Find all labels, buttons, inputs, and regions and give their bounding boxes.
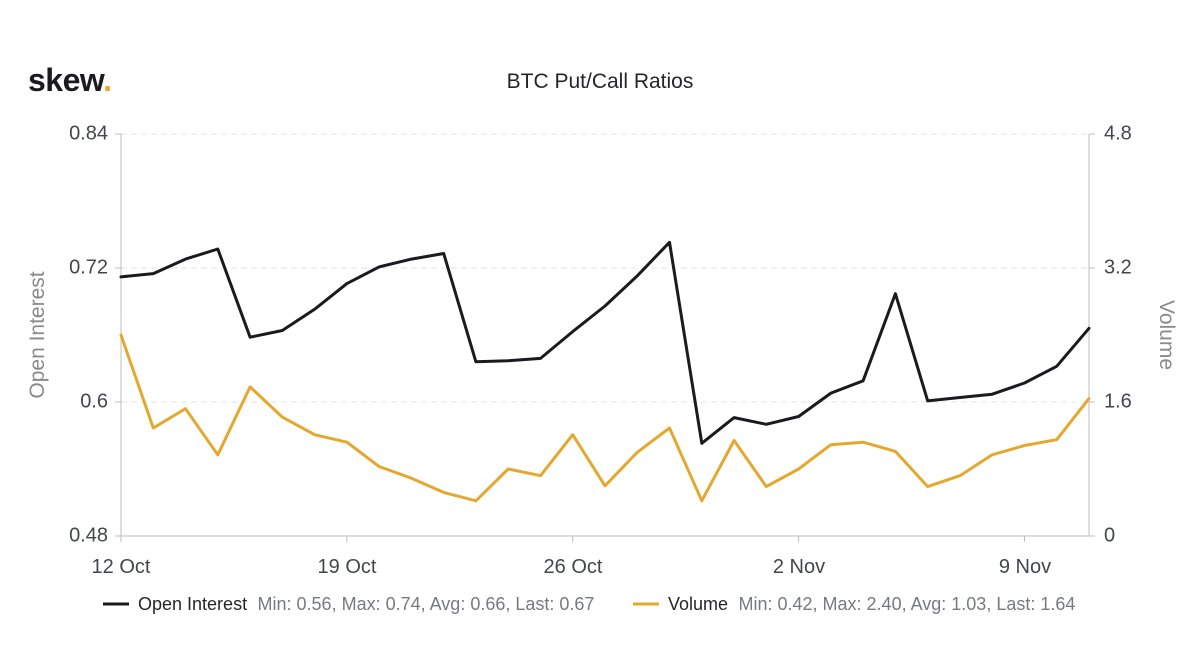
left-tick-label: 0.84 (69, 122, 108, 144)
left-axis-ticks: 0.48 0.6 0.72 0.84 (69, 122, 108, 546)
right-axis-ticks: 0 1.6 3.2 4.8 (1104, 122, 1132, 546)
left-axis-title: Open Interest (26, 271, 49, 398)
gridlines (121, 133, 1089, 403)
chart-title: BTC Put/Call Ratios (507, 70, 694, 93)
legend-stats-volume: Min: 0.42, Max: 2.40, Avg: 1.03, Last: 1… (739, 594, 1076, 614)
x-axis-ticks: 12 Oct 19 Oct 26 Oct 2 Nov 9 Nov (92, 556, 1052, 578)
legend-name-open-interest: Open Interest (138, 594, 247, 614)
series-lines (119, 240, 1091, 503)
x-tick-label: 26 Oct (544, 556, 603, 578)
left-tick-label: 0.72 (69, 256, 108, 278)
axes (115, 133, 1095, 542)
x-tick-label: 19 Oct (318, 556, 377, 578)
right-tick-label: 0 (1104, 524, 1115, 546)
logo-text: skew (28, 62, 104, 98)
logo-dot: . (103, 62, 112, 98)
legend-item-open-interest[interactable]: Open Interest Min: 0.56, Max: 0.74, Avg:… (103, 594, 594, 614)
left-tick-label: 0.6 (80, 390, 108, 412)
svg-text:Open Interest Min: 0.5: Open Interest Min: 0.56, Max: 0.74, Avg:… (138, 594, 594, 614)
legend-stats-open-interest: Min: 0.56, Max: 0.74, Avg: 0.66, Last: 0… (258, 594, 595, 614)
legend-name-volume: Volume (668, 594, 728, 614)
legend-item-volume[interactable]: Volume Min: 0.42, Max: 2.40, Avg: 1.03, … (633, 594, 1075, 614)
x-tick-label: 12 Oct (92, 556, 151, 578)
series-line-volume (119, 333, 1091, 503)
x-tick-label: 2 Nov (773, 556, 825, 578)
svg-text:Volume Min: 0.42, Max:: Volume Min: 0.42, Max: 2.40, Avg: 1.03, … (668, 594, 1075, 614)
right-tick-label: 1.6 (1104, 390, 1132, 412)
legend[interactable]: Open Interest Min: 0.56, Max: 0.74, Avg:… (103, 594, 1075, 614)
left-tick-label: 0.48 (69, 524, 108, 546)
x-tick-label: 9 Nov (999, 556, 1051, 578)
series-line-open-interest (119, 240, 1091, 445)
right-axis-title: Volume (1155, 300, 1178, 370)
right-tick-label: 4.8 (1104, 122, 1132, 144)
skew-logo: skew. (28, 60, 112, 100)
right-tick-label: 3.2 (1104, 256, 1132, 278)
